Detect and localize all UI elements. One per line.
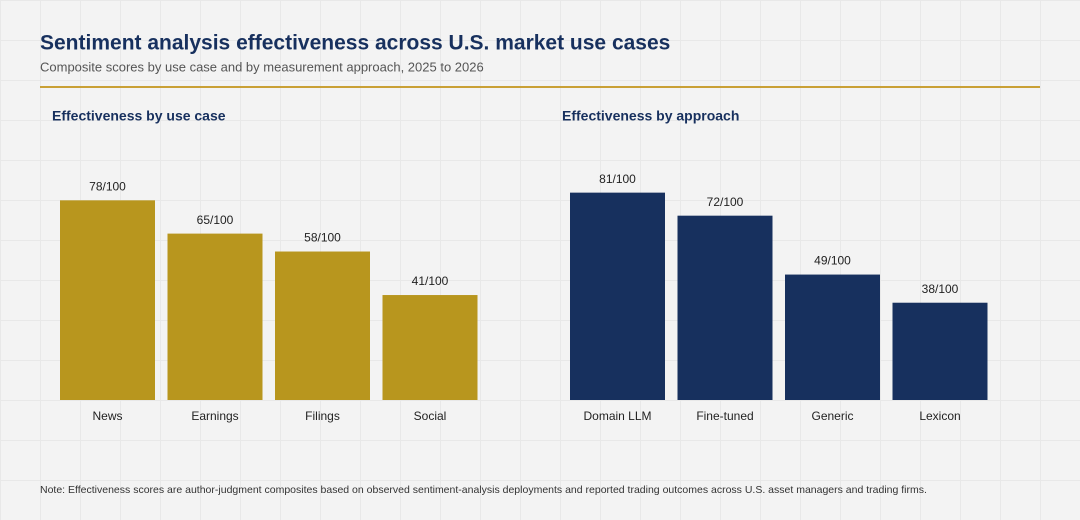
divider	[40, 86, 1040, 88]
value-label: 38/100	[922, 282, 959, 296]
value-label: 58/100	[304, 231, 341, 245]
x-tick-label: Filings	[305, 409, 340, 423]
x-tick-label: Domain LLM	[583, 409, 651, 423]
bar	[570, 192, 665, 400]
value-label: 72/100	[707, 195, 744, 209]
bar	[275, 251, 370, 400]
value-label: 49/100	[814, 254, 851, 268]
value-label: 65/100	[197, 213, 234, 227]
chart-title: Effectiveness by approach	[562, 108, 739, 124]
bar	[785, 274, 880, 400]
x-tick-label: Lexicon	[919, 409, 960, 423]
x-tick-label: News	[92, 409, 122, 423]
x-tick-label: Fine-tuned	[696, 409, 753, 423]
page-subtitle: Composite scores by use case and by meas…	[40, 59, 484, 74]
x-tick-label: Generic	[811, 409, 853, 423]
page-title: Sentiment analysis effectiveness across …	[40, 32, 670, 55]
bar	[892, 302, 988, 400]
bar	[60, 200, 155, 400]
x-tick-label: Earnings	[191, 409, 238, 423]
bar	[382, 295, 478, 400]
chart-title: Effectiveness by use case	[52, 108, 226, 124]
note: Note: Effectiveness scores are author-ju…	[40, 484, 927, 496]
value-label: 41/100	[412, 274, 449, 288]
value-label: 81/100	[599, 172, 636, 186]
x-tick-label: Social	[414, 409, 447, 423]
bar	[167, 233, 263, 400]
bar	[677, 215, 773, 400]
value-label: 78/100	[89, 179, 126, 193]
